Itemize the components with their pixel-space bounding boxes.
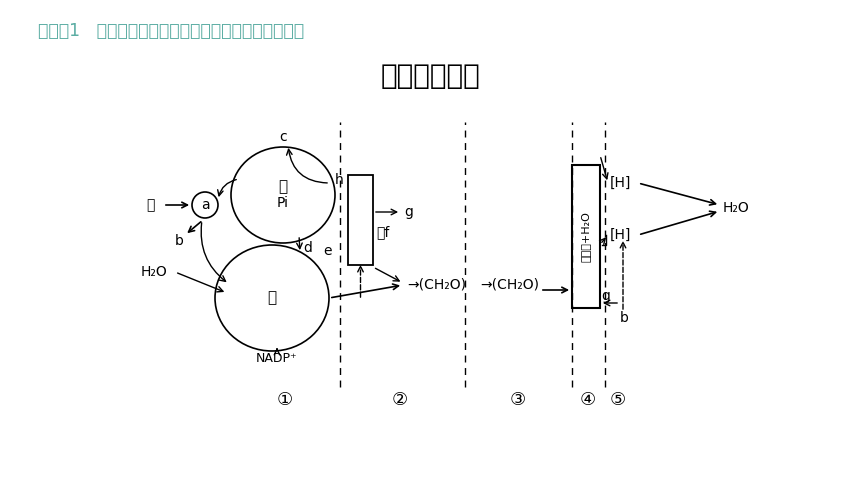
Text: d: d: [303, 241, 312, 255]
Text: b: b: [620, 311, 629, 325]
Text: e: e: [322, 244, 331, 258]
Text: 酶: 酶: [267, 290, 277, 305]
Text: 酶f: 酶f: [376, 225, 390, 239]
Text: 酶: 酶: [279, 180, 287, 195]
Bar: [348, 175, 373, 265]
Text: ④: ④: [580, 391, 596, 409]
Text: ③: ③: [510, 391, 526, 409]
Text: ②: ②: [392, 391, 408, 409]
Text: H₂O: H₂O: [140, 265, 167, 279]
Text: h: h: [335, 173, 343, 187]
Text: Pi: Pi: [277, 196, 289, 210]
Text: 【素养建构】: 【素养建构】: [380, 62, 480, 90]
Text: [H]: [H]: [610, 176, 631, 190]
Bar: [572, 165, 600, 308]
Text: [H]: [H]: [610, 228, 631, 242]
Text: 光: 光: [146, 198, 155, 212]
Text: NADP⁺: NADP⁺: [256, 351, 298, 364]
Text: ⑤: ⑤: [610, 391, 626, 409]
Text: H₂O: H₂O: [723, 201, 750, 215]
Text: →(CH₂O): →(CH₂O): [407, 278, 466, 292]
Text: 丙酮酸+H₂O: 丙酮酸+H₂O: [581, 211, 591, 262]
Text: b: b: [175, 234, 183, 248]
Text: g: g: [601, 289, 610, 303]
Text: →(CH₂O): →(CH₂O): [480, 278, 539, 292]
Text: g: g: [404, 205, 413, 219]
Text: ①: ①: [277, 391, 293, 409]
Text: 提升点1   光合作用与呼吸作用过程及物质和能量的联系: 提升点1 光合作用与呼吸作用过程及物质和能量的联系: [38, 22, 304, 40]
Text: a: a: [200, 198, 209, 212]
Text: c: c: [280, 130, 287, 144]
